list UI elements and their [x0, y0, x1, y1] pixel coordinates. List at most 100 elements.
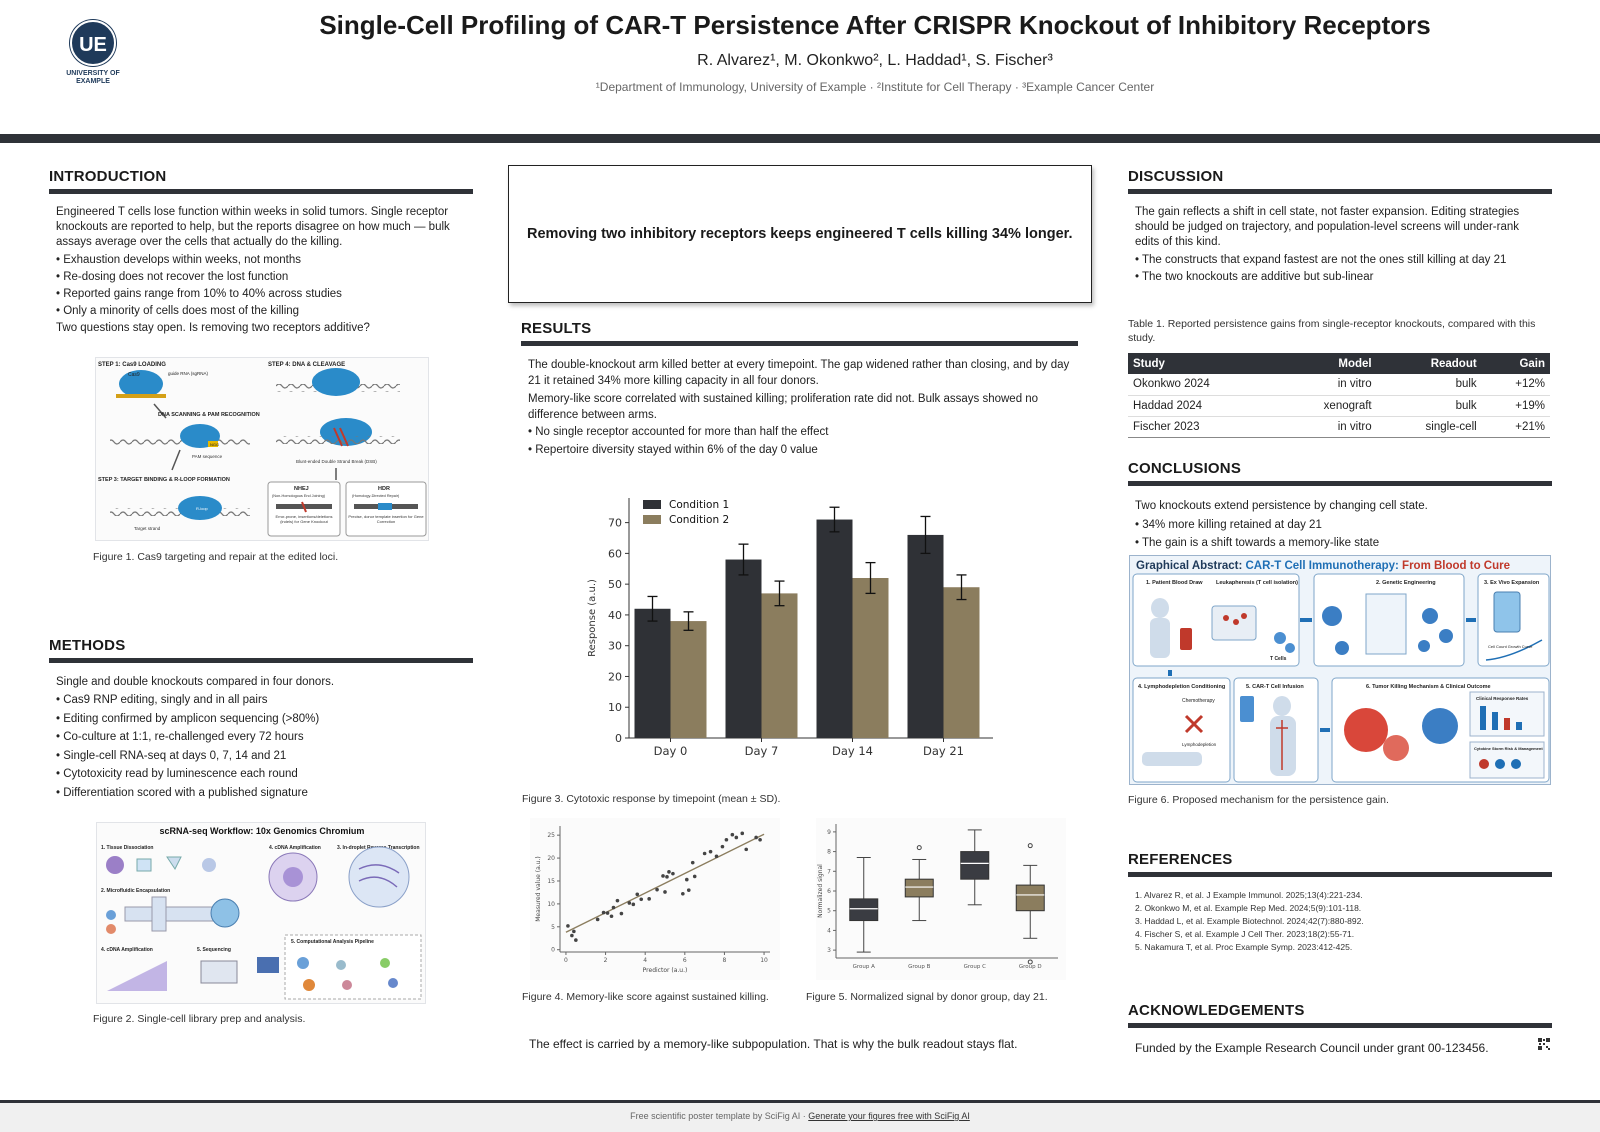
svg-text:4. Lymphodepletion Conditionin: 4. Lymphodepletion Conditioning: [1138, 684, 1225, 690]
svg-text:T Cells: T Cells: [1270, 656, 1287, 662]
table-cell: bulk: [1376, 395, 1482, 417]
svg-text:Target strand: Target strand: [134, 526, 161, 531]
scatter-point: [611, 905, 616, 910]
x-tick-label: Day 7: [745, 744, 779, 758]
svg-text:4. cDNA Amplification: 4. cDNA Amplification: [101, 947, 153, 953]
table-cell: bulk: [1376, 374, 1482, 396]
depletion-x-icon: [1184, 714, 1204, 734]
figure-5-box-chart: 3 4 5 6 7 8 9 Normalized signal Group A Group B Gr…: [816, 818, 1066, 980]
references-section: REFERENCES 1. Alvarez R, et al. J Exampl…: [1128, 851, 1552, 954]
legend-swatch: [643, 515, 661, 524]
reference-item: 2. Okonkwo M, et al. Example Rep Med. 20…: [1135, 903, 1362, 913]
tissue-icon: [106, 856, 124, 874]
figure-5-caption: Figure 5. Normalized signal by donor gro…: [806, 991, 1048, 1003]
outlier-point: [916, 845, 922, 851]
methods-heading: METHODS: [49, 637, 126, 654]
methods-bullet: • Editing confirmed by amplicon sequenci…: [56, 712, 320, 725]
scatter-point: [714, 854, 719, 859]
y-tick-label: 9: [827, 829, 831, 836]
scatter-point: [702, 851, 707, 856]
figure-3-bar-chart: 0 10 20 30 40 50 60 70 Response (a.u.) Day 0 Day 7…: [583, 484, 1023, 780]
svg-text:Cas9: Cas9: [128, 372, 140, 378]
intro-bullet: • Reported gains range from 10% to 40% a…: [56, 288, 342, 300]
y-tick-label: 15: [547, 878, 555, 885]
fit-line: [565, 833, 765, 933]
column-header: Readout: [1376, 353, 1482, 374]
y-tick-label: 0: [551, 947, 555, 954]
results-text: Memory-like score correlated with sustai…: [528, 393, 1039, 421]
tumor-cell-icon: [1344, 708, 1388, 752]
key-finding-text: Removing two inhibitory receptors keeps …: [527, 226, 1073, 242]
qr-code-icon[interactable]: [1538, 1037, 1550, 1050]
footer-link[interactable]: Generate your figures free with SciFig A…: [808, 1111, 970, 1121]
section-rule: [1128, 872, 1552, 877]
scatter-point: [734, 835, 739, 840]
key-finding-box: Removing two inhibitory receptors keeps …: [508, 165, 1092, 303]
patient-icon: [1151, 598, 1169, 618]
y-tick-label: 6: [827, 888, 831, 895]
discussion-section: DISCUSSION The gain reflects a shift in …: [1128, 168, 1552, 286]
methods-bullet: • Co-culture at 1:1, re-challenged every…: [56, 731, 304, 743]
acknowledgements-text: Funded by the Example Research Council u…: [1135, 1041, 1489, 1055]
svg-text:1. Tissue Dissociation: 1. Tissue Dissociation: [101, 845, 153, 851]
svg-text:4. cDNA Amplification: 4. cDNA Amplification: [269, 845, 321, 851]
svg-text:guide RNA (sgRNA): guide RNA (sgRNA): [168, 371, 209, 376]
methods-bullet: • Differentiation scored with a publishe…: [56, 786, 308, 799]
legend-label: Condition 1: [669, 499, 729, 511]
svg-text:1. Patient Blood Draw: 1. Patient Blood Draw: [1146, 580, 1203, 586]
svg-text:6. Tumor Killing Mechanism & C: 6. Tumor Killing Mechanism & Clinical Ou…: [1366, 684, 1491, 690]
y-tick-label: 7: [827, 868, 831, 875]
methods-section: METHODS Single and double knockouts comp…: [49, 637, 473, 802]
graphical-abstract-illustration: Graphical Abstract: CAR-T Cell Immunothe…: [1132, 560, 1550, 783]
section-rule: [49, 658, 473, 663]
column-header: Model: [1277, 353, 1377, 374]
persistence-table: Study Model Readout Gain Okonkwo 2024 in…: [1128, 353, 1550, 438]
svg-text:R-loop: R-loop: [196, 506, 209, 511]
svg-text:Clinical Response Rates: Clinical Response Rates: [1476, 696, 1529, 701]
svg-text:5. Sequencing: 5. Sequencing: [197, 947, 231, 953]
discussion-text: The gain reflects a shift in cell state,…: [1135, 206, 1520, 248]
lentivirus-icon: [1322, 606, 1342, 626]
reference-item: 1. Alvarez R, et al. J Example Immunol. …: [1135, 890, 1363, 900]
introduction-section: INTRODUCTION Engineered T cells lose fun…: [49, 168, 473, 337]
legend-swatch: [643, 500, 661, 509]
box: [849, 898, 879, 922]
footer: Free scientific poster template by SciFi…: [0, 1103, 1600, 1132]
y-tick-label: 40: [608, 609, 622, 622]
methods-bullet: • Cytotoxicity read by luminescence each…: [56, 768, 298, 780]
table-cell: +19%: [1481, 395, 1550, 417]
x-tick-label: 0: [564, 957, 568, 964]
y-tick-label: 8: [827, 849, 831, 856]
figure-4-scatter-chart: 0 2 4 6 8 10 0 5 10 15 20 25 Predictor (a.u.) Measure…: [530, 818, 780, 980]
figure-6-caption: Figure 6. Proposed mechanism for the per…: [1128, 794, 1389, 806]
scatter-point: [566, 924, 570, 928]
bar-chart-svg: 0 10 20 30 40 50 60 70 Response (a.u.) Day 0 Day 7…: [587, 498, 993, 758]
scatter-point: [631, 902, 636, 907]
scatter-point: [655, 887, 659, 892]
x-tick-label: Day 21: [923, 744, 964, 758]
intro-closing: Two questions stay open. Is removing two…: [56, 322, 370, 334]
svg-text:3. Ex Vivo Expansion: 3. Ex Vivo Expansion: [1484, 580, 1540, 586]
scatter-point: [627, 901, 632, 905]
results-closing: The effect is carried by a memory-like s…: [529, 1037, 1018, 1051]
column-header: Study: [1128, 353, 1278, 374]
scatter-point: [647, 897, 651, 901]
table-cell: Haddad 2024: [1128, 395, 1278, 417]
y-tick-label: 10: [547, 901, 555, 908]
scatter-point: [681, 892, 685, 896]
scatter-point: [635, 892, 640, 897]
y-tick-label: 70: [608, 517, 622, 530]
x-tick-label: Group A: [853, 964, 875, 970]
figure-3-caption: Figure 3. Cytotoxic response by timepoin…: [522, 793, 781, 805]
cleavage-mark-icon: [333, 427, 349, 447]
svg-text:Chemotherapy: Chemotherapy: [1182, 698, 1215, 704]
x-tick-label: Group B: [908, 964, 930, 970]
y-tick-label: 60: [608, 547, 622, 560]
scatter-point: [572, 929, 576, 934]
scatter-point: [730, 832, 735, 837]
figure-2-scrnaseq-workflow: scRNA-seq Workflow: 10x Genomics Chromiu…: [96, 822, 426, 1004]
x-axis-label: Predictor (a.u.): [643, 967, 688, 974]
scatter-point: [639, 897, 644, 902]
svg-text:2. Microfluidic Encapsulation: 2. Microfluidic Encapsulation: [101, 888, 170, 894]
box: [904, 878, 934, 898]
